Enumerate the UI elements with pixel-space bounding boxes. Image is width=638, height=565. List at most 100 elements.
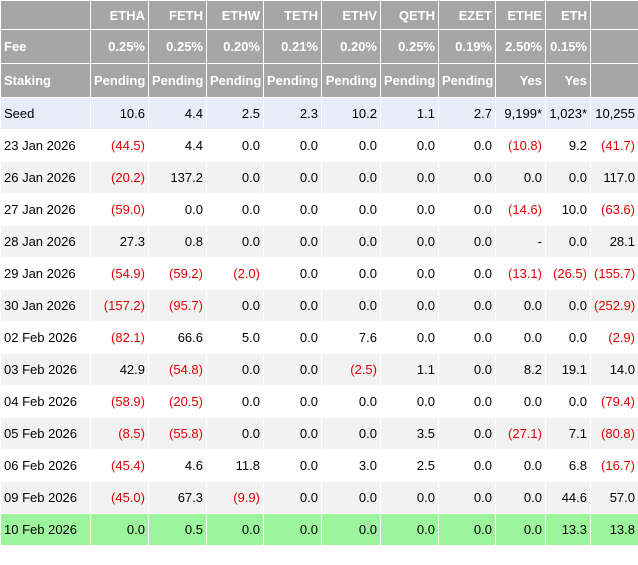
data-cell: 0.0 [380, 193, 439, 226]
data-cell: 0.0 [263, 417, 322, 450]
data-cell: 0.0 [438, 129, 496, 162]
data-cell: 0.0 [380, 161, 439, 194]
data-row: 05 Feb 2026 (8.5) (55.8) 0.0 0.0 0.0 3.5 0.0 (27… [0, 417, 638, 450]
data-cell: (58.9) [90, 385, 149, 418]
data-cell: (13.1) [495, 257, 546, 290]
header-cell: 0.19% [438, 29, 496, 64]
data-cell: 0.0 [495, 481, 546, 514]
data-cell: 0.0 [545, 161, 591, 194]
data-cell: 0.0 [438, 193, 496, 226]
flows-table: ETHA FETH ETHW TETH ETHV QETH EZET ETHE ETH Fee 0.… [0, 0, 638, 546]
data-cell: 10.2 [321, 97, 381, 130]
data-cell: (9.9) [206, 481, 264, 514]
data-cell: 0.0 [321, 161, 381, 194]
header-row: Fee 0.25% 0.25% 0.20% 0.21% 0.20% 0.25% 0.19% 2.… [0, 29, 638, 64]
data-cell: (41.7) [590, 129, 638, 162]
data-cell: 0.0 [495, 161, 546, 194]
data-cell: 67.3 [148, 481, 207, 514]
data-cell: 0.0 [438, 257, 496, 290]
data-cell: 0.0 [438, 225, 496, 258]
data-cell: 2.7 [438, 97, 496, 130]
data-cell: 0.0 [545, 225, 591, 258]
header-cell: 0.25% [380, 29, 439, 64]
data-cell: 10.6 [90, 97, 149, 130]
data-cell: 0.0 [438, 353, 496, 386]
column-header-row: ETHA FETH ETHW TETH ETHV QETH EZET ETHE ETH [0, 0, 638, 30]
data-cell: 0.0 [263, 193, 322, 226]
row-label: 02 Feb 2026 [0, 321, 91, 354]
header-cell: 0.15% [545, 29, 591, 64]
data-cell: 0.0 [206, 225, 264, 258]
data-cell: (2.0) [206, 257, 264, 290]
data-cell: 0.0 [380, 513, 439, 546]
data-row: 27 Jan 2026 (59.0) 0.0 0.0 0.0 0.0 0.0 0.0 (14.6… [0, 193, 638, 226]
data-row: 03 Feb 2026 42.9 (54.8) 0.0 0.0 (2.5) 1.1 0.0 8.… [0, 353, 638, 386]
data-cell: (80.8) [590, 417, 638, 450]
data-cell: 0.0 [438, 449, 496, 482]
data-cell: (20.2) [90, 161, 149, 194]
data-cell: 0.0 [206, 353, 264, 386]
row-label: 26 Jan 2026 [0, 161, 91, 194]
data-cell: 4.4 [148, 97, 207, 130]
blank-cell [590, 63, 638, 98]
data-cell: 0.0 [263, 257, 322, 290]
data-cell: (54.8) [148, 353, 207, 386]
data-cell: 0.5 [148, 513, 207, 546]
data-cell: 10,255 [590, 97, 638, 130]
data-cell: (2.5) [321, 353, 381, 386]
data-cell: 11.8 [206, 449, 264, 482]
data-cell: 0.0 [263, 129, 322, 162]
data-cell: 0.0 [263, 385, 322, 418]
data-cell: 1.1 [380, 97, 439, 130]
data-cell: 0.0 [380, 481, 439, 514]
data-cell: 0.0 [321, 193, 381, 226]
data-cell: 0.0 [206, 513, 264, 546]
data-row: 04 Feb 2026 (58.9) (20.5) 0.0 0.0 0.0 0.0 0.0 0.… [0, 385, 638, 418]
column-header: EZET [438, 0, 496, 30]
data-cell: 19.1 [545, 353, 591, 386]
data-cell: (26.5) [545, 257, 591, 290]
data-cell: 7.6 [321, 321, 381, 354]
column-header: ETHA [90, 0, 149, 30]
column-header: QETH [380, 0, 439, 30]
header-cell: 0.25% [90, 29, 149, 64]
data-cell: 0.0 [545, 321, 591, 354]
data-cell: - [495, 225, 546, 258]
data-cell: 0.0 [206, 161, 264, 194]
data-cell: 2.3 [263, 97, 322, 130]
data-row: 29 Jan 2026 (54.9) (59.2) (2.0) 0.0 0.0 0.0 0.0… [0, 257, 638, 290]
column-header: ETH [545, 0, 591, 30]
data-cell: 10.0 [545, 193, 591, 226]
data-cell: 0.0 [321, 225, 381, 258]
header-cell: Pending [321, 63, 381, 98]
data-cell: (82.1) [90, 321, 149, 354]
data-cell: 1.1 [380, 353, 439, 386]
row-label: 23 Jan 2026 [0, 129, 91, 162]
data-cell: 137.2 [148, 161, 207, 194]
data-cell: 0.0 [545, 385, 591, 418]
data-cell: 0.0 [321, 513, 381, 546]
data-cell: 0.0 [380, 129, 439, 162]
data-cell: (55.8) [148, 417, 207, 450]
data-cell: 0.0 [263, 161, 322, 194]
header-cell: 0.20% [321, 29, 381, 64]
data-cell: 44.6 [545, 481, 591, 514]
data-cell: 0.0 [380, 385, 439, 418]
column-header: FETH [148, 0, 207, 30]
data-row: 10 Feb 2026 0.0 0.5 0.0 0.0 0.0 0.0 0.0 0.0 13.3 1… [0, 513, 638, 546]
data-cell: (157.2) [90, 289, 149, 322]
header-row: Staking Pending Pending Pending Pending Pendi… [0, 63, 638, 98]
header-cell: Pending [380, 63, 439, 98]
data-cell: (59.2) [148, 257, 207, 290]
row-label: 06 Feb 2026 [0, 449, 91, 482]
row-label: 27 Jan 2026 [0, 193, 91, 226]
row-label: 04 Feb 2026 [0, 385, 91, 418]
row-label: 09 Feb 2026 [0, 481, 91, 514]
data-cell: 0.0 [380, 257, 439, 290]
header-cell: 0.25% [148, 29, 207, 64]
data-cell: 0.0 [495, 385, 546, 418]
row-label: Staking [0, 63, 91, 98]
data-cell: 0.0 [495, 449, 546, 482]
data-cell: (95.7) [148, 289, 207, 322]
data-row: 26 Jan 2026 (20.2) 137.2 0.0 0.0 0.0 0.0 0.0 0.0… [0, 161, 638, 194]
